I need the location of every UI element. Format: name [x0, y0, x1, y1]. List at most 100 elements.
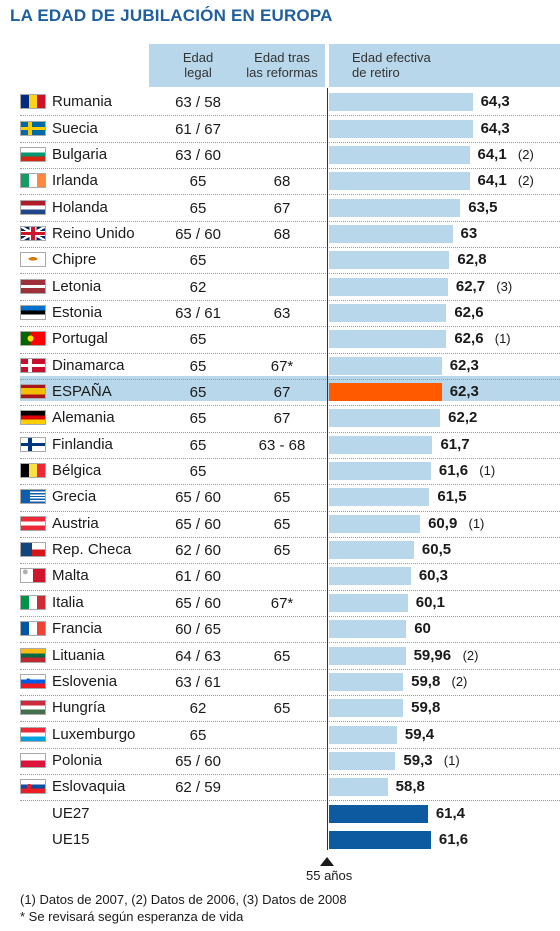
note-marker: (2) [517, 173, 534, 189]
legal-age-cell: 65 [189, 463, 207, 481]
flag-fill [21, 543, 45, 557]
country-name: Letonia [52, 277, 102, 295]
country-name: Grecia [52, 488, 97, 506]
flag-fill [21, 569, 45, 583]
row-divider [20, 378, 560, 380]
note-marker: (2) [517, 146, 534, 162]
row-divider [20, 168, 560, 170]
header-legal-line1: Edad [182, 50, 214, 65]
row-divider [20, 642, 560, 644]
row-divider [20, 774, 560, 776]
axis-label: 55 años [306, 868, 353, 883]
value-label: 60,1 [415, 593, 445, 611]
legal-age-cell: 65 [189, 252, 207, 270]
value-label: 62,6 [454, 330, 484, 348]
legal-age-cell: 65 [189, 173, 207, 191]
legal-age-cell: 64 / 63 [175, 647, 221, 665]
reform-age-cell: 67 [273, 410, 291, 428]
country-name: Alemania [52, 409, 115, 427]
legal-age-cell: 62 / 59 [175, 779, 221, 797]
bar-bulgaria [329, 145, 470, 164]
country-name: Eslovenia [52, 672, 118, 690]
row-divider [20, 563, 560, 565]
country-name: Rumania [52, 93, 113, 111]
bar-portugal [329, 330, 447, 349]
flag-fill [21, 490, 45, 504]
note-marker: (1) [479, 463, 496, 479]
reform-age-cell: 67* [270, 594, 294, 612]
country-name: Italia [52, 593, 84, 611]
bar-estonia [329, 303, 447, 322]
legal-age-cell: 65 [189, 384, 207, 402]
value-label: 60 [414, 620, 431, 638]
country-name: Hungría [52, 699, 106, 717]
flag-ro-icon [20, 94, 46, 110]
note-marker: (1) [494, 331, 511, 347]
country-name: Austria [52, 514, 99, 532]
header-reform-line1: Edad tras [254, 50, 310, 65]
row-divider [20, 484, 560, 486]
value-label: 61,6 [438, 830, 469, 848]
flag-ee-icon [20, 304, 46, 320]
reform-age-cell: 67 [273, 199, 291, 217]
value-label: 64,3 [480, 93, 510, 111]
flag-lu-icon [20, 726, 46, 742]
country-name: Holanda [52, 198, 108, 216]
country-name: Finlandia [52, 435, 113, 453]
legal-age-cell: 65 [189, 436, 207, 454]
flag-fr-icon [20, 621, 46, 637]
country-name: Polonia [52, 751, 103, 769]
bar-italia [329, 593, 408, 612]
bar-austria [329, 514, 421, 533]
reform-age-cell: 68 [273, 173, 291, 191]
flag-gr-icon [20, 489, 46, 505]
value-label: 63 [460, 224, 478, 242]
bar-dinamarca [329, 356, 442, 375]
header-reform-line2: las reformas [246, 65, 318, 80]
reform-age-cell: 63 [273, 304, 291, 322]
flag-at-icon [20, 515, 46, 531]
header-effective-line2: de retiro [352, 65, 400, 80]
bar-francia [329, 620, 407, 639]
row-divider [20, 589, 560, 591]
flag-fill [21, 174, 45, 188]
legal-age-cell: 62 [189, 278, 207, 296]
bar-malta [329, 567, 411, 586]
flag-fill [21, 332, 45, 346]
value-label: 64,1 [477, 172, 507, 190]
flag-es-icon [20, 384, 46, 400]
value-label: 60,9 [428, 514, 458, 532]
axis-baseline [327, 88, 328, 850]
flag-fill [21, 464, 45, 478]
note-marker: (2) [451, 673, 468, 689]
flag-hu-icon [20, 700, 46, 716]
country-name: Estonia [52, 303, 103, 321]
bar-alemania [329, 409, 441, 428]
legal-age-cell: 65 / 60 [175, 594, 221, 612]
reform-age-cell: 63 - 68 [258, 436, 306, 454]
note-marker: (3) [496, 278, 513, 294]
footnote-asterisk: * Se revisará según esperanza de vida [20, 909, 244, 924]
flag-be-icon [20, 463, 46, 479]
bar-irlanda [329, 172, 470, 191]
row-divider [20, 747, 560, 749]
bar-ue27 [329, 804, 428, 823]
flag-fill [21, 279, 45, 293]
legal-age-cell: 65 [189, 331, 207, 349]
value-label: 59,8 [411, 672, 441, 690]
flag-fill [21, 674, 45, 688]
note-marker: (2) [462, 647, 479, 663]
flag-lv-icon [20, 278, 46, 294]
flag-bg-icon [20, 146, 46, 162]
header-legal-line2: legal [184, 65, 212, 80]
country-name: Eslovaquia [52, 778, 126, 796]
header-band-effective [329, 44, 560, 87]
flag-gb-icon [20, 225, 46, 241]
flag-de-icon [20, 410, 46, 426]
row-divider [20, 668, 560, 670]
country-name: Malta [52, 567, 89, 585]
value-label: 61,6 [438, 462, 469, 480]
bar-letonia [329, 277, 448, 296]
row-divider [20, 247, 560, 249]
row-divider [20, 194, 560, 196]
